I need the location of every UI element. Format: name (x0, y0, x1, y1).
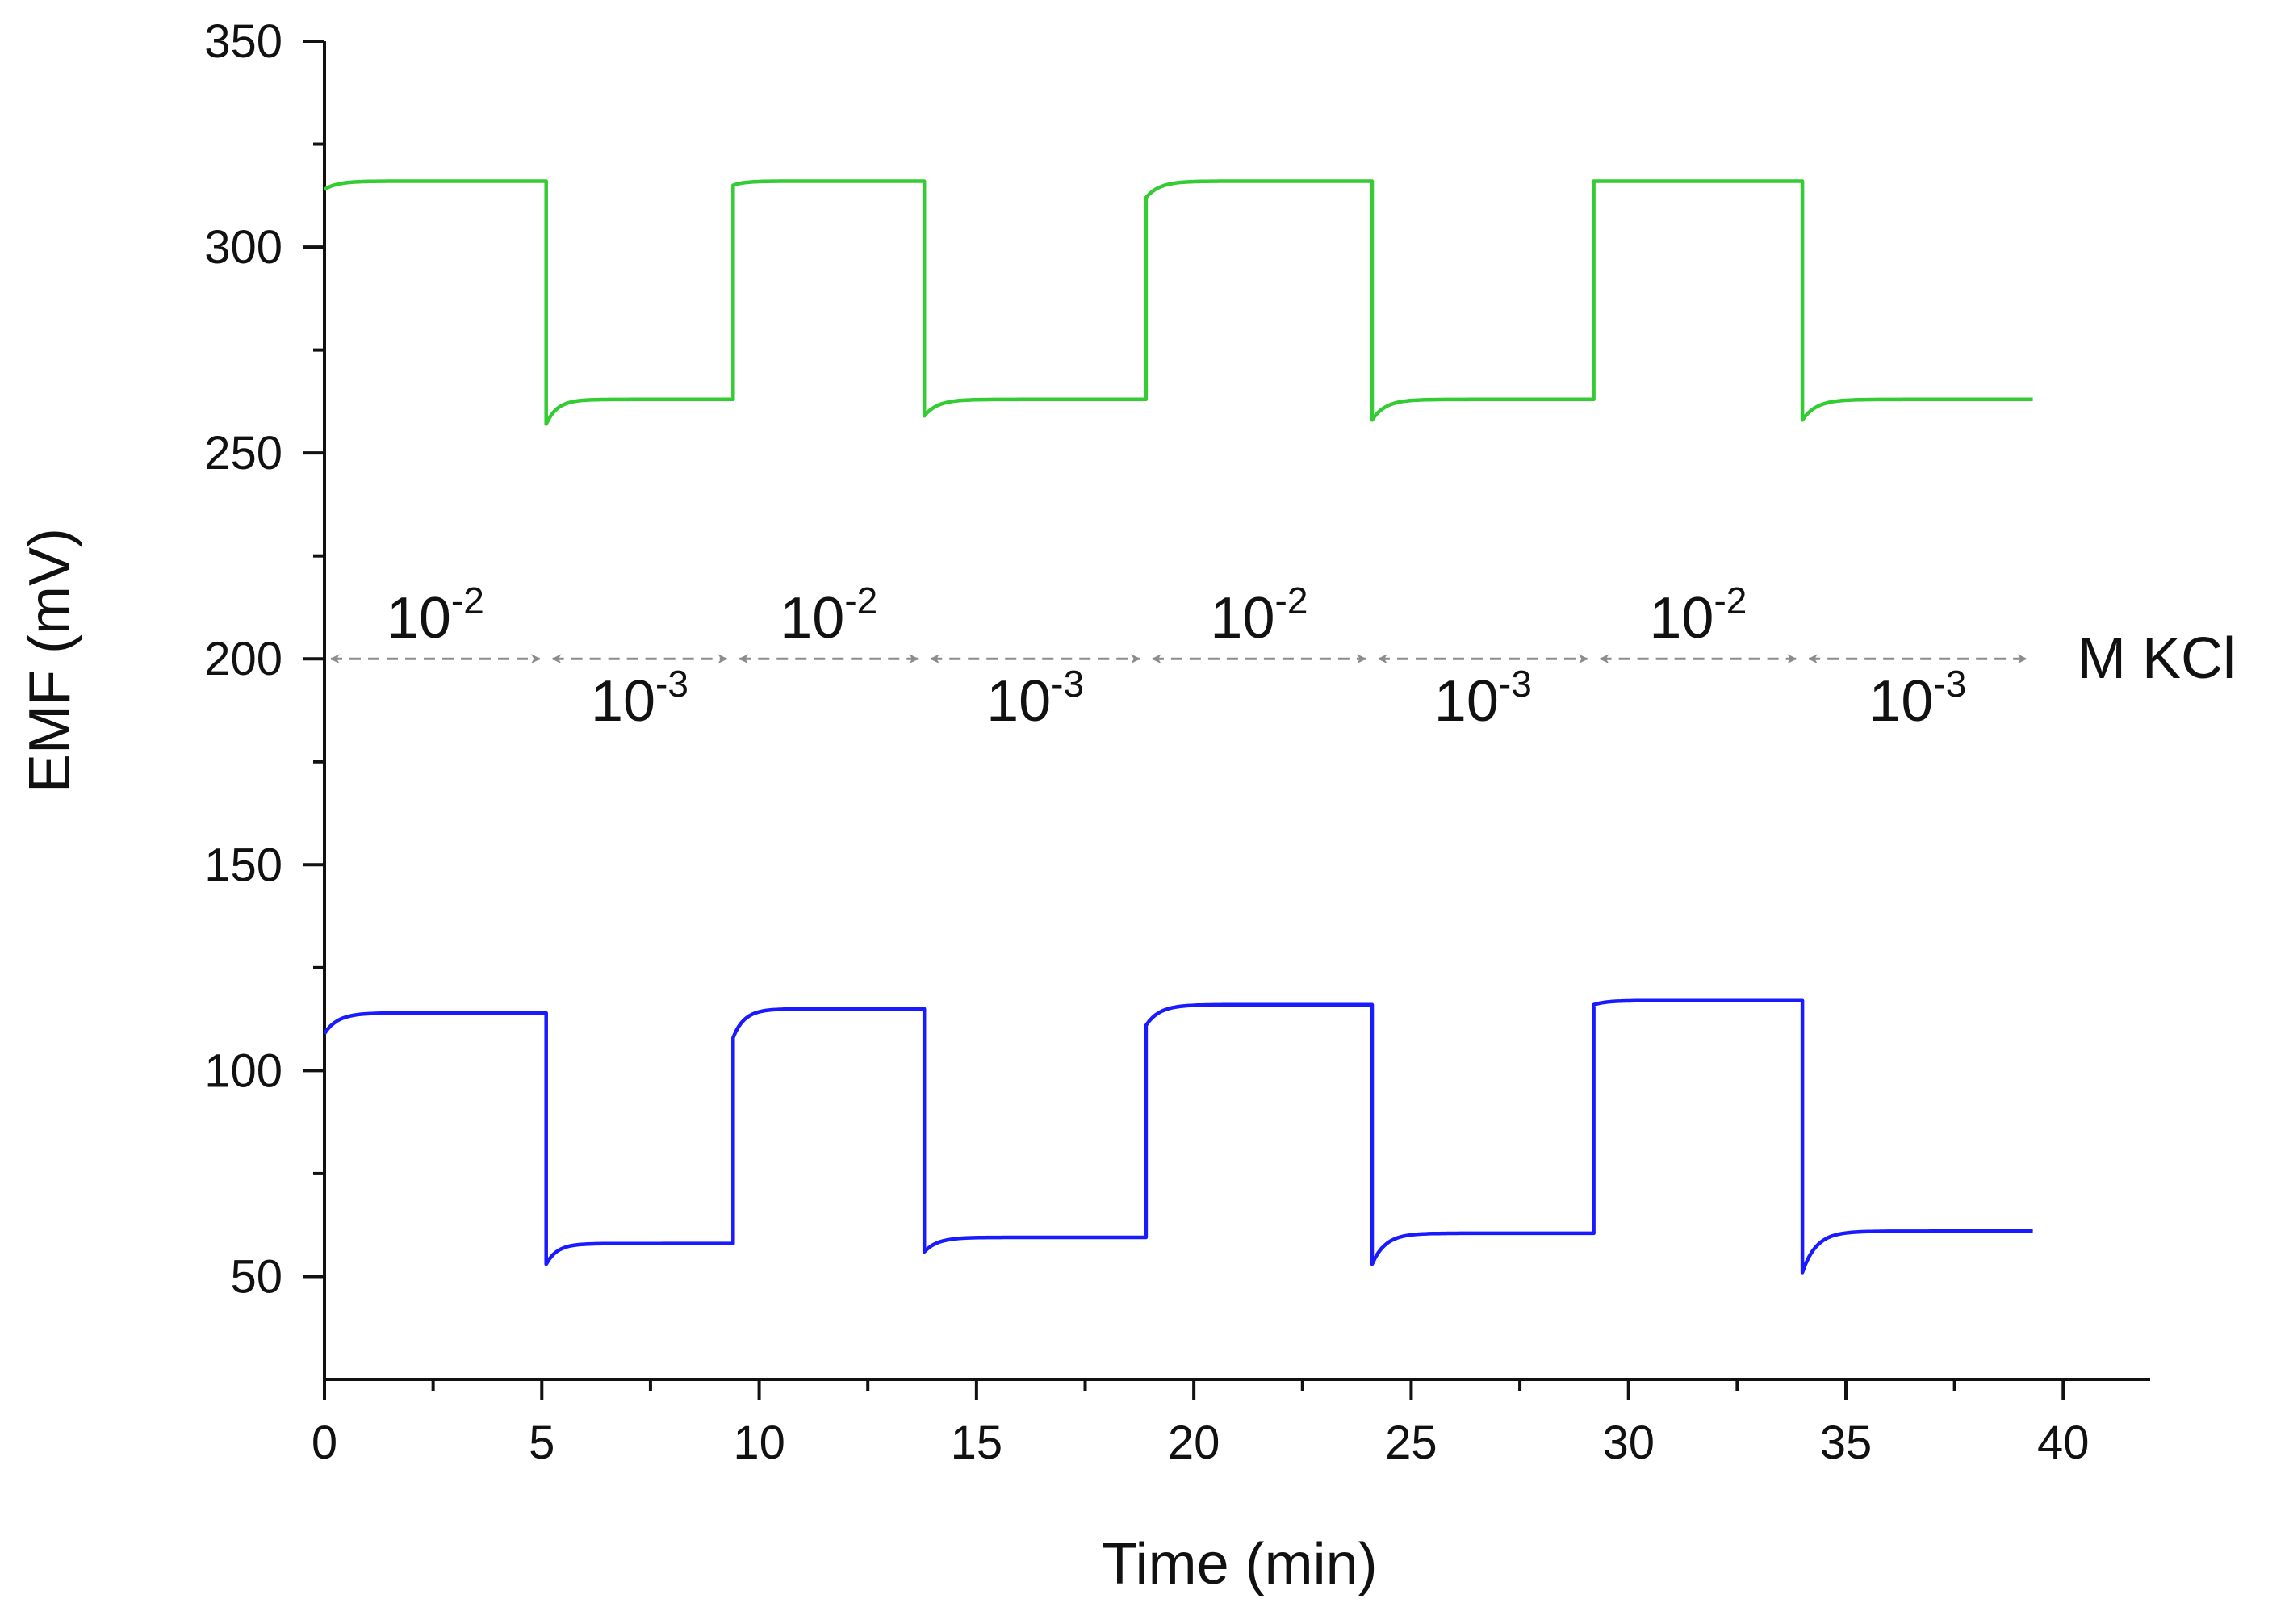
concentration-label-1e-2: 10-2 (1649, 580, 1747, 651)
concentration-label-1e-2: 10-2 (780, 580, 877, 651)
x-tick-label: 25 (1385, 1417, 1437, 1469)
y-tick-label: 150 (204, 839, 282, 891)
y-tick-label: 100 (204, 1044, 282, 1097)
label-base: 10 (1649, 586, 1714, 651)
y-tick-label: 250 (204, 427, 282, 479)
label-base: 10 (387, 586, 451, 651)
x-tick-labels: 0 5 10 15 20 25 30 35 40 (312, 1417, 2090, 1469)
label-exponent: -2 (1714, 580, 1747, 622)
label-base: 10 (1868, 669, 1933, 734)
concentration-label-1e-2: 10-2 (1210, 580, 1308, 651)
y-tick-labels: 50 100 150 200 250 300 350 (204, 15, 282, 1303)
x-tick-label: 10 (733, 1417, 785, 1469)
label-exponent: -3 (655, 663, 688, 705)
x-tick-label: 40 (2037, 1417, 2090, 1469)
x-tick-label: 20 (1168, 1417, 1220, 1469)
x-tick-label: 0 (312, 1417, 337, 1469)
concentration-annotation: 10-210-310-210-310-210-310-210-3 M KCl (329, 580, 2236, 734)
label-base: 10 (1434, 669, 1499, 734)
concentration-label-1e-3: 10-3 (1868, 663, 1966, 734)
concentration-label-1e-3: 10-3 (591, 663, 688, 734)
x-axis-label: Time (min) (1102, 1532, 1377, 1597)
y-tick-label: 350 (204, 15, 282, 68)
label-base: 10 (591, 669, 655, 734)
series-layer (323, 179, 2033, 1275)
label-base: 10 (986, 669, 1051, 734)
y-ticks (303, 40, 324, 1279)
series-line (323, 179, 2033, 426)
y-tick-label: 300 (204, 221, 282, 274)
concentration-label-1e-3: 10-3 (986, 663, 1084, 734)
series-line (323, 998, 2033, 1275)
x-tick-label: 15 (951, 1417, 1003, 1469)
x-tick-label: 30 (1602, 1417, 1655, 1469)
x-ticks (323, 1379, 2065, 1400)
y-tick-label: 50 (230, 1250, 282, 1303)
y-tick-label: 200 (204, 633, 282, 685)
label-exponent: -3 (1051, 663, 1084, 705)
units-label: M KCl (2078, 626, 2236, 691)
label-exponent: -3 (1933, 663, 1966, 705)
label-base: 10 (1210, 586, 1274, 651)
label-exponent: -3 (1499, 663, 1532, 705)
label-exponent: -2 (1275, 580, 1308, 622)
x-tick-label: 5 (529, 1417, 554, 1469)
concentration-label-1e-2: 10-2 (387, 580, 484, 651)
label-exponent: -2 (451, 580, 484, 622)
y-axis-label: EMF (mV) (18, 528, 82, 793)
concentration-label-1e-3: 10-3 (1434, 663, 1532, 734)
label-exponent: -2 (844, 580, 877, 622)
label-base: 10 (780, 586, 844, 651)
x-tick-label: 35 (1820, 1417, 1873, 1469)
